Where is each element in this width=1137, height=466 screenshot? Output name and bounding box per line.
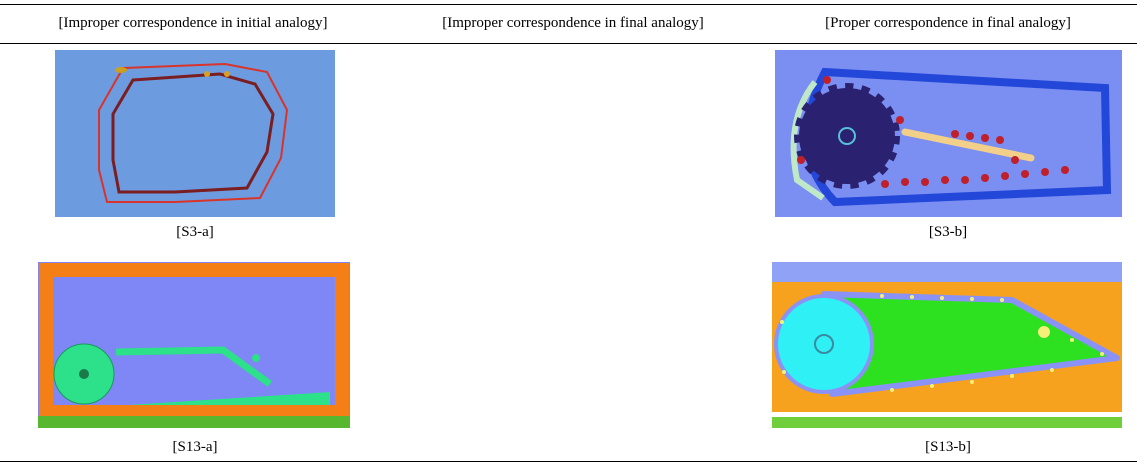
drawing-s3a	[55, 50, 335, 217]
caption: [S3-a]	[176, 224, 214, 240]
table-top-rule	[0, 4, 1137, 5]
caption: [S13-a]	[172, 439, 218, 455]
header-cell: [Improper correspondence in final analog…	[442, 15, 704, 31]
header-rule	[0, 43, 1137, 44]
drawing-s13b	[772, 262, 1122, 428]
drawing-s13a	[38, 262, 350, 428]
caption: [S13-b]	[925, 439, 971, 455]
header-cell: [Improper correspondence in initial anal…	[58, 15, 328, 31]
table-bottom-rule	[0, 461, 1137, 462]
header-cell: [Proper correspondence in final analogy]	[825, 15, 1071, 31]
caption: [S3-b]	[928, 224, 968, 240]
drawing-s3b	[775, 50, 1122, 217]
